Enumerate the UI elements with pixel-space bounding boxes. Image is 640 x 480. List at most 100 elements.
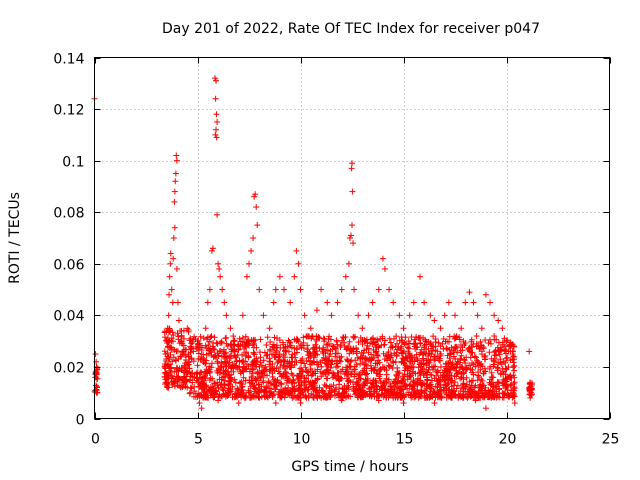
data-point-cloud <box>264 334 271 341</box>
data-point-cloud <box>243 392 250 399</box>
data-point-cloud <box>373 388 380 395</box>
data-point-cloud <box>349 379 356 386</box>
data-point-cloud <box>200 335 207 342</box>
data-point-cloud <box>323 375 330 382</box>
data-point-cloud <box>310 379 317 386</box>
data-point-cloud <box>254 375 261 382</box>
data-point-cloud <box>416 391 423 398</box>
data-point <box>214 211 221 218</box>
data-point-cloud <box>451 373 458 380</box>
data-point <box>173 157 180 164</box>
data-point-cloud <box>396 337 403 344</box>
data-point-cloud <box>478 342 485 349</box>
data-point <box>441 312 448 319</box>
data-point-cloud <box>195 379 202 386</box>
data-point-cloud <box>237 338 244 345</box>
data-point <box>349 188 356 195</box>
data-point-cloud <box>295 379 302 386</box>
data-point-cloud <box>443 372 450 379</box>
data-point-cloud <box>203 368 210 375</box>
data-point-cloud <box>306 352 313 359</box>
data-point-cloud <box>499 394 506 401</box>
data-point <box>293 247 300 254</box>
data-point-cloud <box>208 364 215 371</box>
data-point-cloud <box>209 391 216 398</box>
data-point-cloud <box>430 366 437 373</box>
data-point-cloud <box>475 394 482 401</box>
data-point-cloud <box>322 350 329 357</box>
data-point-cloud <box>310 370 317 377</box>
data-point-cloud <box>404 376 411 383</box>
data-point-cloud <box>239 368 246 375</box>
data-point-cloud <box>272 386 279 393</box>
data-point-cloud <box>414 357 421 364</box>
data-point-cloud <box>363 362 370 369</box>
data-point <box>173 152 180 159</box>
data-point-cloud <box>446 333 453 340</box>
data-point-cloud <box>404 385 411 392</box>
data-point <box>217 273 224 280</box>
data-point-cloud <box>209 343 216 350</box>
data-point-cloud <box>406 389 413 396</box>
x-tick-label: 20 <box>499 432 517 448</box>
data-point-cloud <box>168 335 175 342</box>
data-point-cloud <box>289 351 296 358</box>
data-point-cloud <box>187 344 194 351</box>
data-point <box>216 265 223 272</box>
data-point-cloud <box>304 342 311 349</box>
data-point-cloud <box>460 394 467 401</box>
data-point-cloud <box>270 344 277 351</box>
data-point-cloud <box>169 382 176 389</box>
data-point-cloud <box>482 337 489 344</box>
data-point-cloud <box>311 346 318 353</box>
data-point-cloud <box>271 334 278 341</box>
plot-frame <box>94 57 610 419</box>
data-point-cloud <box>432 383 439 390</box>
data-point-cloud <box>291 361 298 368</box>
data-point-cloud <box>431 375 438 382</box>
data-point-cloud <box>204 334 211 341</box>
data-point-cloud <box>274 344 281 351</box>
data-point-cloud <box>260 379 267 386</box>
data-point <box>276 273 283 280</box>
data-point-cloud <box>371 393 378 400</box>
data-point-cloud <box>426 364 433 371</box>
data-point-cloud <box>283 373 290 380</box>
data-point <box>272 286 279 293</box>
data-point-cloud <box>239 334 246 341</box>
data-point-cloud <box>423 346 430 353</box>
data-point-cloud <box>445 363 452 370</box>
data-point-cloud <box>177 384 184 391</box>
data-point <box>491 312 498 319</box>
y-tick-label: 0.08 <box>53 206 84 222</box>
data-point-cloud <box>440 384 447 391</box>
data-point-cloud <box>386 363 393 370</box>
data-point-cloud <box>470 371 477 378</box>
data-point-cloud <box>507 382 514 389</box>
data-point-cloud <box>411 341 418 348</box>
data-point <box>478 325 485 332</box>
data-point-cloud <box>312 387 319 394</box>
data-point <box>213 111 220 118</box>
data-point <box>243 273 250 280</box>
data-point-cloud <box>239 359 246 366</box>
data-point-cloud <box>376 359 383 366</box>
data-point-cloud <box>474 377 481 384</box>
data-point-cloud <box>503 366 510 373</box>
data-point <box>526 348 533 355</box>
data-point <box>328 312 335 319</box>
data-point <box>416 273 423 280</box>
data-point-cloud <box>232 354 239 361</box>
data-point <box>172 170 179 177</box>
data-point-cloud <box>442 381 449 388</box>
data-point-cloud <box>386 335 393 342</box>
data-point-cloud <box>252 384 259 391</box>
data-point <box>165 312 172 319</box>
data-point-cloud <box>251 340 258 347</box>
data-point-cloud <box>282 348 289 355</box>
data-point-cloud <box>432 336 439 343</box>
data-point-cloud <box>273 383 280 390</box>
data-point-cloud <box>277 380 284 387</box>
data-point-cloud <box>481 354 488 361</box>
data-point-cloud <box>408 386 415 393</box>
